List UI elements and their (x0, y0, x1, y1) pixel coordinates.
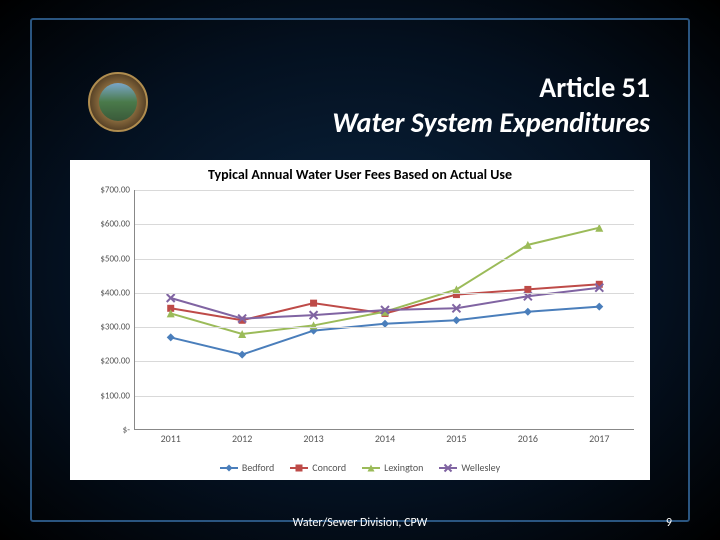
page-number: 9 (666, 516, 672, 530)
legend-label: Wellesley (461, 461, 500, 474)
data-marker (452, 316, 460, 324)
data-marker (167, 333, 175, 341)
grid-line (135, 396, 634, 397)
x-axis-label: 2013 (303, 432, 323, 445)
legend-label: Concord (312, 461, 346, 474)
footer-text: Water/Sewer Division, CPW (293, 516, 428, 530)
plot-area: $-$100.00$200.00$300.00$400.00$500.00$60… (134, 190, 634, 430)
chart-legend: Bedford Concord Lexington Wellesley (70, 461, 650, 474)
title-line-2: Water System Expenditures (332, 105, 650, 140)
data-marker (524, 308, 532, 316)
chart-panel: Typical Annual Water User Fees Based on … (70, 160, 650, 480)
legend-swatch (439, 467, 457, 469)
y-axis-label: $600.00 (74, 219, 130, 230)
chart-title: Typical Annual Water User Fees Based on … (70, 160, 650, 183)
town-seal-icon (88, 72, 148, 132)
data-marker (310, 300, 317, 307)
y-axis-label: $500.00 (74, 253, 130, 264)
grid-line (135, 190, 634, 191)
x-axis-label: 2017 (589, 432, 609, 445)
x-axis-label: 2015 (446, 432, 466, 445)
title-line-1: Article 51 (332, 70, 650, 105)
legend-swatch (220, 467, 238, 469)
data-marker (595, 303, 603, 311)
legend-item: Lexington (362, 461, 423, 474)
y-axis-label: $400.00 (74, 287, 130, 298)
y-axis-label: $700.00 (74, 185, 130, 196)
legend-label: Lexington (384, 461, 423, 474)
x-axis-label: 2011 (161, 432, 181, 445)
legend-label: Bedford (242, 461, 274, 474)
y-axis-label: $100.00 (74, 390, 130, 401)
grid-line (135, 361, 634, 362)
legend-swatch (290, 467, 308, 469)
slide: Article 51 Water System Expenditures Typ… (0, 0, 720, 540)
chart-svg (135, 190, 635, 430)
grid-line (135, 327, 634, 328)
data-marker (238, 351, 246, 359)
seal-scene (99, 83, 137, 121)
legend-swatch (362, 467, 380, 469)
title-block: Article 51 Water System Expenditures (332, 70, 650, 140)
grid-line (135, 259, 634, 260)
y-axis-label: $200.00 (74, 356, 130, 367)
grid-line (135, 293, 634, 294)
y-axis-label: $300.00 (74, 322, 130, 333)
legend-item: Wellesley (439, 461, 500, 474)
y-axis-label: $- (74, 425, 130, 436)
x-axis-label: 2014 (375, 432, 395, 445)
x-axis-label: 2016 (518, 432, 538, 445)
legend-item: Bedford (220, 461, 274, 474)
legend-item: Concord (290, 461, 346, 474)
grid-line (135, 224, 634, 225)
x-axis-label: 2012 (232, 432, 252, 445)
